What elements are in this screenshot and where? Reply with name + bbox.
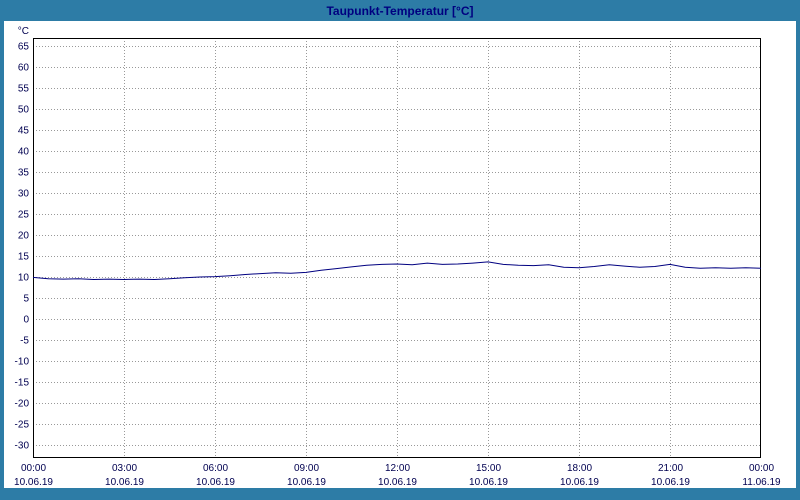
x-time-label: 00:00 [749,463,774,474]
x-date-label: 10.06.19 [378,477,417,488]
chart-panel: -30 -25 -20 -15 -10 -5 0 5 10 15 20 25 30 35 40 45 50 55 6… [4,21,796,488]
x-date-label: 10.06.19 [287,477,326,488]
y-tick-label: 5 [23,294,29,305]
x-time-label: 09:00 [294,463,319,474]
x-date-label: 10.06.19 [196,477,235,488]
x-date-label: 10.06.19 [651,477,690,488]
y-tick-label: -30 [15,441,30,452]
y-tick-label: 10 [18,273,30,284]
x-date-label: 10.06.19 [560,477,599,488]
plot-border [33,38,761,458]
x-time-label: 21:00 [658,463,683,474]
data-line [32,261,762,281]
x-time-label: 12:00 [385,463,410,474]
y-tick-label: -15 [15,378,30,389]
y-tick-label: 55 [18,84,30,95]
x-date-label: 10.06.19 [469,477,508,488]
y-tick-label: -20 [15,399,30,410]
y-tick-label: 60 [18,63,30,74]
title-bar: Taupunkt-Temperatur [°C] [0,0,800,21]
y-tick-label: 40 [18,147,30,158]
y-tick-label: 35 [18,168,30,179]
y-tick-label: 0 [23,315,29,326]
y-tick-label: 15 [18,252,30,263]
y-tick-label: 25 [18,210,30,221]
x-time-label: 03:00 [112,463,137,474]
x-date-label: 11.06.19 [742,477,781,488]
x-date-label: 10.06.19 [14,477,53,488]
line-chart: -30 -25 -20 -15 -10 -5 0 5 10 15 20 25 30 35 40 45 50 55 6… [14,26,781,488]
x-time-label: 15:00 [476,463,501,474]
x-time-label: 18:00 [567,463,592,474]
bottom-bar [0,488,800,500]
y-tick-label: 20 [18,231,30,242]
x-time-label: 00:00 [21,463,46,474]
x-time-label: 06:00 [203,463,228,474]
y-tick-label: 50 [18,105,30,116]
x-date-label: 10.06.19 [105,477,144,488]
y-tick-label: -25 [15,420,30,431]
y-tick-label: 45 [18,126,30,137]
y-tick-label: 30 [18,189,30,200]
y-tick-label: -5 [20,336,29,347]
chart-title: Taupunkt-Temperatur [°C] [326,3,474,18]
y-tick-label: -10 [15,357,30,368]
y-tick-label: 65 [18,42,30,53]
y-axis-unit-label: °C [18,26,29,37]
